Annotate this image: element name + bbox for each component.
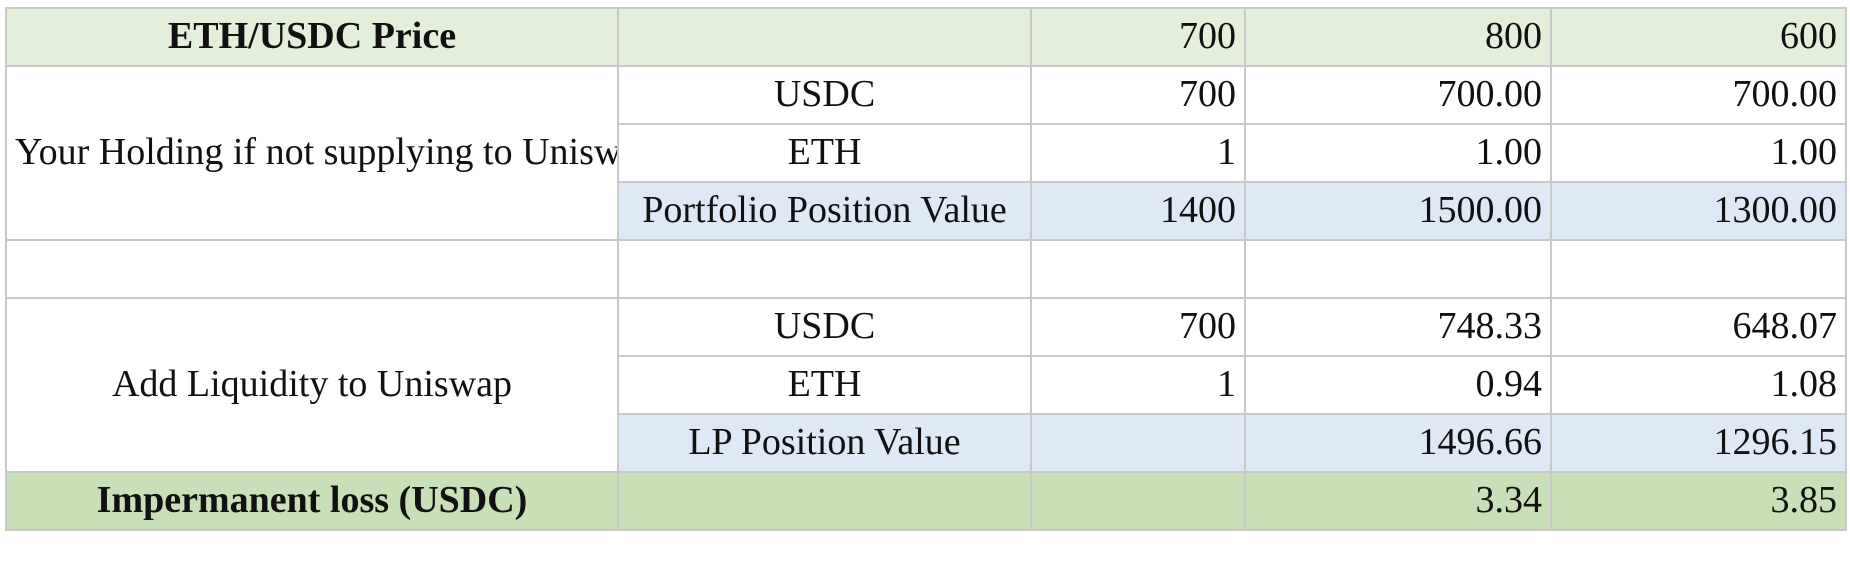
liquidity-usdc-row: Add Liquidity to Uniswap USDC 700 748.33… <box>5 297 1847 473</box>
liquidity-usdc-label: USDC <box>617 297 1032 357</box>
liquidity-usdc-value: 700 <box>1030 297 1246 357</box>
liquidity-usdc-value: 748.33 <box>1244 297 1552 357</box>
liquidity-eth-value: 1 <box>1030 355 1246 415</box>
impermanent-loss-cell <box>1030 471 1246 531</box>
impermanent-loss-cell <box>617 471 1032 531</box>
spacer-cell <box>5 239 619 299</box>
price-header-row: ETH/USDC Price 700 800 600 <box>5 7 1847 67</box>
spacer-row <box>5 239 1847 299</box>
portfolio-value-cell: 1500.00 <box>1244 181 1552 241</box>
holding-usdc-row: Your Holding if not supplying to Uniswap… <box>5 65 1847 241</box>
spacer-cell <box>1030 239 1246 299</box>
holding-usdc-value: 700.00 <box>1550 65 1847 125</box>
price-600-cell: 600 <box>1550 7 1847 67</box>
holding-eth-row: ETH 1 1.00 1.00 <box>6 123 1847 183</box>
lp-position-value-row: LP Position Value 1496.66 1296.15 <box>6 413 1847 473</box>
spacer-cell <box>1244 239 1552 299</box>
impermanent-loss-table: ETH/USDC Price 700 800 600 Your Holding … <box>5 7 1847 531</box>
liquidity-eth-label: ETH <box>617 355 1032 415</box>
price-header-label: ETH/USDC Price <box>5 7 619 67</box>
portfolio-value-label: Portfolio Position Value <box>617 181 1032 241</box>
spacer-cell <box>617 239 1032 299</box>
holding-eth-label: ETH <box>617 123 1032 183</box>
portfolio-value-row: Portfolio Position Value 1400 1500.00 13… <box>6 181 1847 241</box>
liquidity-eth-value: 0.94 <box>1244 355 1552 415</box>
price-700-cell: 700 <box>1030 7 1246 67</box>
holding-eth-value: 1.00 <box>1244 123 1552 183</box>
portfolio-value-cell: 1300.00 <box>1550 181 1847 241</box>
holding-eth-value: 1.00 <box>1550 123 1847 183</box>
portfolio-value-cell: 1400 <box>1030 181 1246 241</box>
holding-eth-value: 1 <box>1030 123 1246 183</box>
liquidity-eth-value: 1.08 <box>1550 355 1847 415</box>
holding-usdc-value: 700 <box>1030 65 1246 125</box>
impermanent-loss-row: Impermanent loss (USDC) 3.34 3.85 <box>5 471 1847 531</box>
lp-position-value-label: LP Position Value <box>617 413 1032 473</box>
impermanent-loss-label: Impermanent loss (USDC) <box>5 471 619 531</box>
lp-position-value-cell: 1496.66 <box>1244 413 1552 473</box>
liquidity-eth-row: ETH 1 0.94 1.08 <box>6 355 1847 415</box>
spacer-cell <box>1550 239 1847 299</box>
price-800-cell: 800 <box>1244 7 1552 67</box>
holding-section-label: Your Holding if not supplying to Uniswap <box>5 65 619 241</box>
lp-position-value-cell: 1296.15 <box>1550 413 1847 473</box>
price-header-empty-cell <box>617 7 1032 67</box>
liquidity-usdc-value: 648.07 <box>1550 297 1847 357</box>
liquidity-section-label: Add Liquidity to Uniswap <box>5 297 619 473</box>
impermanent-loss-cell: 3.85 <box>1550 471 1847 531</box>
lp-position-value-cell <box>1030 413 1246 473</box>
holding-usdc-label: USDC <box>617 65 1032 125</box>
holding-usdc-value: 700.00 <box>1244 65 1552 125</box>
impermanent-loss-cell: 3.34 <box>1244 471 1552 531</box>
